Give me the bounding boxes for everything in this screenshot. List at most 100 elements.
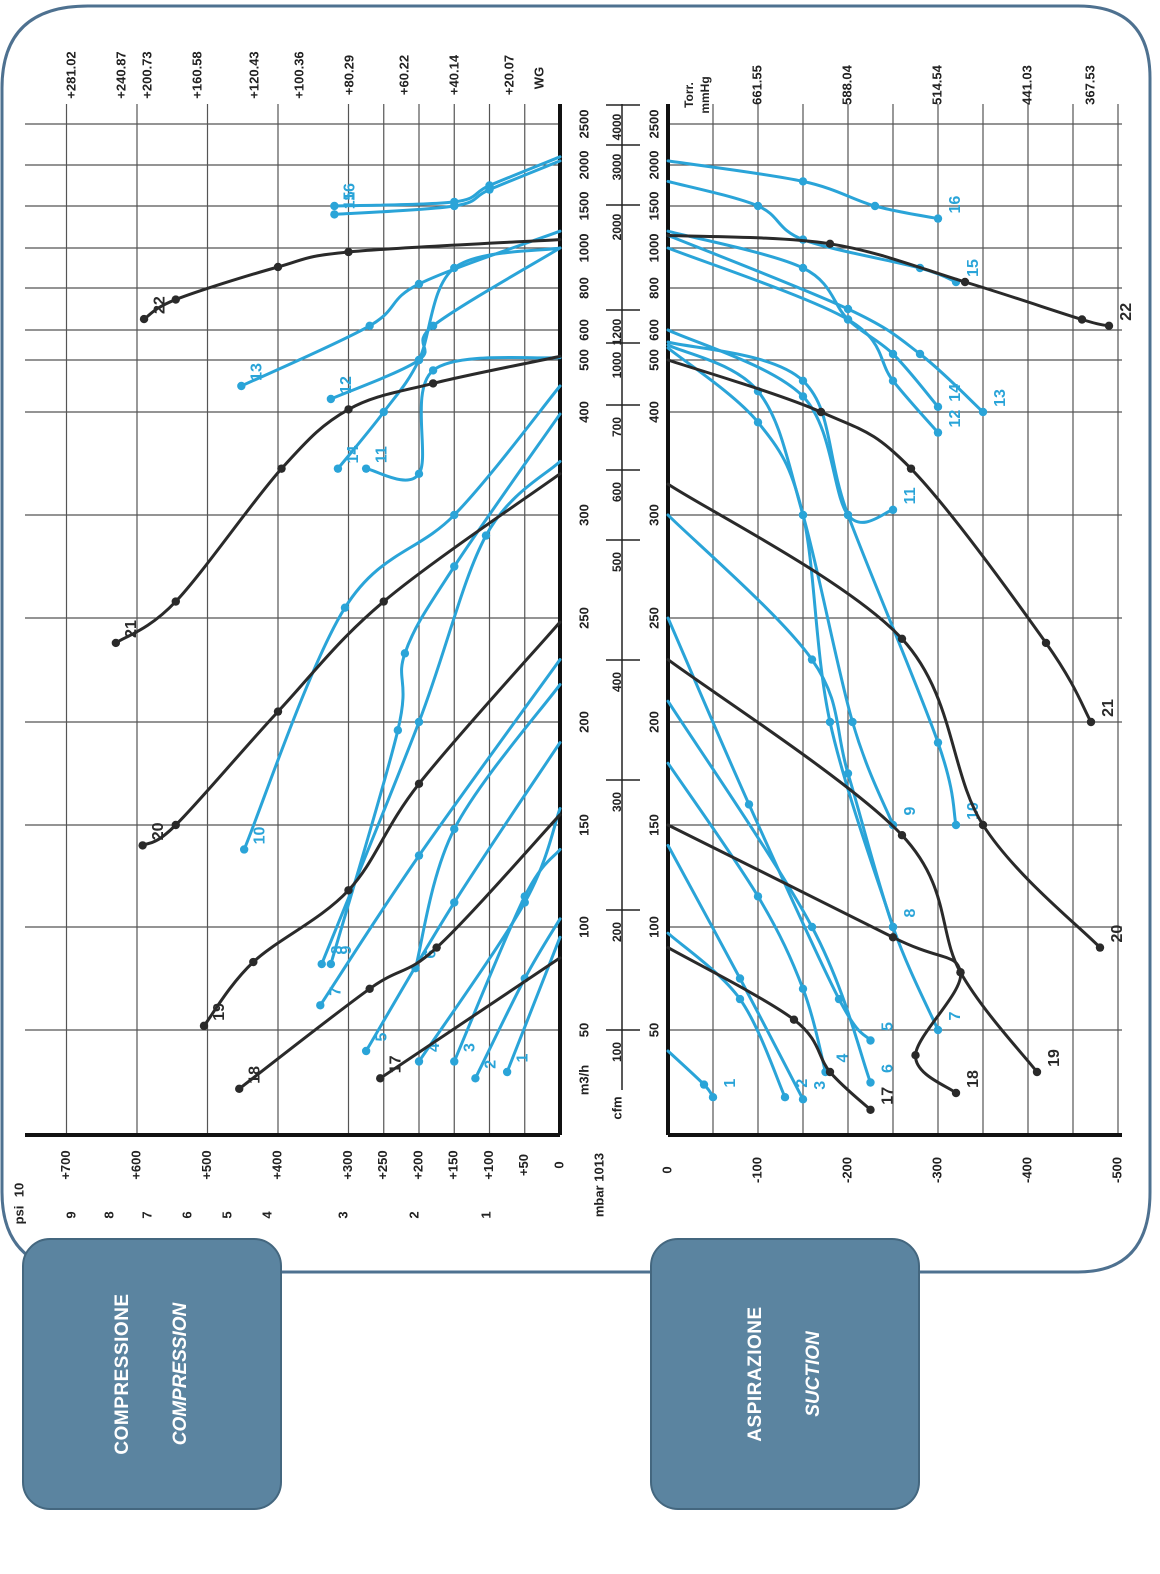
suction-point-21 [1041, 638, 1051, 648]
x-tick-label: 50 [646, 1023, 661, 1037]
suction-point-11 [888, 505, 898, 515]
compression-curve-20 [141, 472, 562, 847]
compression-subtitle: COMPRESSION [170, 1302, 191, 1446]
suction-point-17 [866, 1105, 875, 1115]
suction-curve-4 [666, 761, 827, 1074]
compression-tab[interactable]: COMPRESSIONE COMPRESSION [22, 1238, 282, 1510]
grid [25, 104, 1122, 1136]
compression-curve-label-10: 10 [251, 826, 268, 844]
x-tick-label: 400 [576, 401, 591, 423]
compression-point-3 [450, 1057, 459, 1066]
suction-point-10 [933, 738, 943, 747]
compression-point-12 [326, 394, 336, 404]
psi-axis-label: psi [11, 1206, 26, 1225]
suction-point-8 [825, 717, 835, 727]
suction-point-17 [825, 1067, 835, 1077]
compression-curve-label-13: 13 [249, 363, 266, 381]
cfm-tick-label: 1000 [610, 351, 624, 378]
compression-point-19 [249, 957, 258, 967]
x-tick-label: 1000 [646, 234, 661, 263]
psi-tick-label: 3 [335, 1211, 350, 1218]
suction-curve-16 [666, 159, 940, 221]
x-tick-label: 1000 [576, 234, 591, 263]
compression-curve-13 [239, 229, 562, 388]
cfm-tick-label: 300 [610, 792, 624, 812]
compression-curve-label-2: 2 [483, 1060, 500, 1069]
suction-curve-label-13: 13 [992, 389, 1009, 407]
compression-point-13 [237, 381, 246, 391]
suction-point-19 [956, 968, 965, 977]
compression-point-14 [414, 355, 424, 365]
compression-curve-label-20: 20 [150, 822, 167, 840]
compression-tick-label: +100 [481, 1150, 496, 1179]
compression-curve-label-8: 8 [329, 946, 346, 955]
suction-curve-label-9: 9 [902, 806, 919, 815]
compression-curve-label-22: 22 [151, 296, 168, 314]
compression-point-16 [450, 197, 459, 207]
wg-tick-label: +281.02 [63, 51, 78, 98]
torr-tick-label: 514.54 [929, 64, 944, 105]
torr-axis-label: mmHg [698, 76, 712, 113]
suction-point-9 [848, 717, 857, 727]
x-tick-label: 600 [576, 319, 591, 341]
suction-point-5 [866, 1036, 875, 1045]
compression-tick-label: +600 [128, 1150, 143, 1179]
suction-point-9 [798, 510, 808, 520]
suction-point-17 [789, 1015, 799, 1024]
suction-point-1 [699, 1080, 709, 1089]
compression-curve-16 [332, 155, 562, 208]
x-tick-label: 400 [646, 401, 661, 423]
compression-point-20 [138, 841, 147, 850]
suction-point-10 [798, 376, 808, 385]
suction-point-8 [753, 418, 763, 427]
suction-point-13 [978, 407, 988, 417]
suction-curve-label-11: 11 [902, 487, 919, 504]
torr-axis-label: Torr. [682, 82, 696, 108]
suction-point-1 [708, 1093, 718, 1102]
suction-curve-label-22: 22 [1118, 303, 1135, 321]
suction-curve-1 [666, 1049, 715, 1099]
suction-tab[interactable]: ASPIRAZIONE SUCTION [650, 1238, 920, 1510]
compression-title: COMPRESSIONE [112, 1293, 133, 1455]
compression-curve-18 [237, 813, 562, 1091]
suction-curve-11 [666, 328, 895, 524]
suction-point-15 [753, 201, 763, 211]
compression-point-5 [361, 1046, 371, 1056]
compression-curve-label-12: 12 [338, 376, 355, 394]
suction-point-10 [951, 820, 961, 830]
suction-point-18 [911, 1051, 920, 1060]
psi-tick-label: 10 [11, 1183, 26, 1197]
cfm-tick-label: 2000 [610, 213, 624, 240]
x-tick-label: 100 [646, 916, 661, 938]
suction-point-16 [798, 177, 808, 186]
compression-point-5 [450, 898, 459, 907]
suction-point-19 [1032, 1067, 1042, 1077]
suction-curve-label-14: 14 [947, 384, 964, 402]
compression-curve-label-16: 16 [342, 183, 359, 201]
x-tick-label: 200 [646, 711, 661, 733]
compression-curve-5 [364, 741, 562, 1053]
x-axis-label: m3/h [576, 1065, 591, 1095]
suction-curve-6 [666, 699, 872, 1084]
suction-curve-19 [666, 658, 1039, 1074]
compression-point-9 [326, 959, 336, 969]
compression-curve-14 [336, 246, 562, 471]
suction-curve-22 [666, 233, 1111, 328]
wg-tick-label: +20.07 [501, 55, 516, 95]
suction-point-16 [933, 214, 943, 223]
compression-curve-19 [202, 620, 562, 1028]
compression-curve-label-4: 4 [426, 1043, 443, 1052]
suction-curve-8 [666, 346, 895, 929]
x-tick-label: 100 [576, 916, 591, 938]
compression-curve-label-19: 19 [211, 1003, 228, 1021]
suction-point-19 [897, 831, 907, 840]
suction-tick-label: -400 [1019, 1157, 1034, 1183]
compression-point-19 [344, 886, 353, 895]
suction-tick-label: -300 [929, 1157, 944, 1183]
compression-curve-11 [364, 355, 562, 482]
compression-curve-7 [318, 658, 562, 1007]
compression-curve-12 [329, 246, 562, 401]
x-tick-label: 1500 [646, 192, 661, 221]
torr-tick-label: 661.55 [749, 65, 764, 105]
